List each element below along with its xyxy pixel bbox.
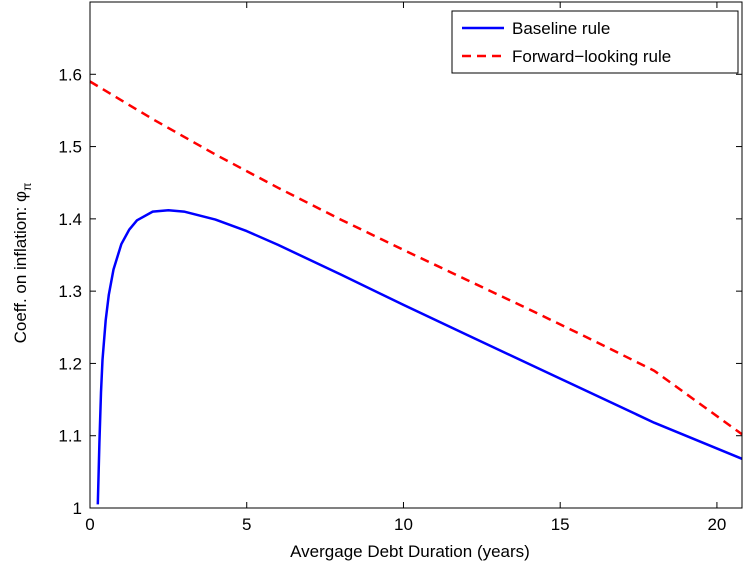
legend-label-forward-looking: Forward−looking rule (512, 47, 671, 66)
y-tick-label: 1.4 (58, 210, 82, 229)
legend: Baseline rule Forward−looking rule (451, 10, 739, 74)
x-tick-label: 0 (85, 515, 94, 534)
series-layer (89, 80, 743, 505)
y-tick-label: 1.3 (58, 282, 82, 301)
y-axis-label-text: Coeff. on inflation: (11, 202, 30, 343)
y-tick-label: 1 (73, 499, 82, 518)
series-line-forward-looking (89, 80, 743, 436)
plot-frame (89, 1, 743, 509)
x-tick-label: 20 (707, 515, 726, 534)
legend-label-baseline: Baseline rule (512, 19, 610, 38)
y-tick-label: 1.5 (58, 138, 82, 157)
y-tick-label: 1.6 (58, 65, 82, 84)
x-tick-label: 15 (551, 515, 570, 534)
legend-box (451, 10, 739, 74)
x-axis-label: Avergage Debt Duration (years) (290, 542, 530, 561)
y-axis-label: Coeff. on inflation: φπ (11, 183, 34, 344)
y-tick-label: 1.1 (58, 427, 82, 446)
y-axis-label-symbol: φ (11, 191, 30, 202)
x-tick-label: 5 (242, 515, 251, 534)
x-tick-label: 10 (394, 515, 413, 534)
series-line-baseline (96, 208, 743, 505)
ticks-layer: 0 5 10 15 20 1 1.1 1.2 1.3 1.4 1.5 1.6 (58, 2, 742, 534)
y-tick-label: 1.2 (58, 354, 82, 373)
y-axis-label-subscript: π (20, 183, 34, 191)
